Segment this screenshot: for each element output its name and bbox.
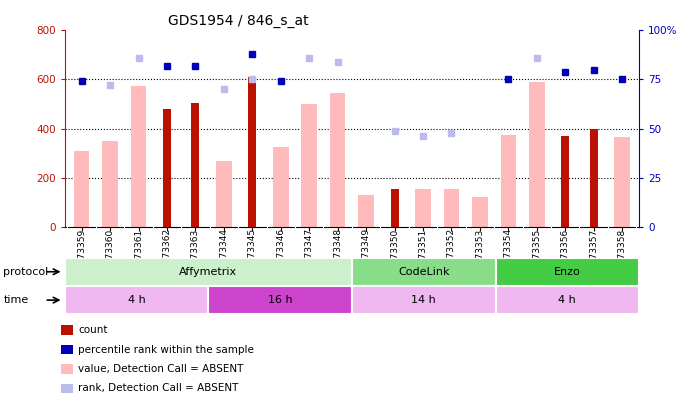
Bar [500, 135, 516, 227]
Bar [301, 104, 317, 227]
Bar [248, 77, 256, 227]
Text: GSM73360: GSM73360 [105, 228, 115, 277]
Text: Enzo: Enzo [554, 267, 581, 277]
Text: value, Detection Call = ABSENT: value, Detection Call = ABSENT [78, 364, 243, 374]
Text: GSM73356: GSM73356 [561, 228, 570, 277]
Bar [614, 137, 630, 227]
Bar [352, 286, 496, 314]
Text: GSM73351: GSM73351 [418, 228, 428, 277]
Bar [273, 147, 288, 227]
Text: GSM73358: GSM73358 [617, 228, 627, 277]
Text: protocol: protocol [3, 267, 49, 277]
Bar [192, 103, 199, 227]
Bar [163, 109, 171, 227]
Bar [529, 82, 545, 227]
Text: GDS1954 / 846_s_at: GDS1954 / 846_s_at [168, 14, 308, 28]
Bar [74, 151, 90, 227]
Text: GSM73361: GSM73361 [134, 228, 143, 277]
Bar [102, 141, 118, 227]
Text: GSM73348: GSM73348 [333, 228, 342, 277]
Bar [472, 197, 488, 227]
Bar [216, 160, 232, 227]
Text: GSM73349: GSM73349 [362, 228, 371, 277]
Text: time: time [3, 295, 29, 305]
Text: GSM73352: GSM73352 [447, 228, 456, 277]
Text: 16 h: 16 h [268, 295, 292, 305]
Bar [330, 93, 345, 227]
Text: GSM73362: GSM73362 [163, 228, 171, 277]
Bar [443, 189, 459, 227]
Text: GSM73345: GSM73345 [248, 228, 257, 277]
Text: GSM73350: GSM73350 [390, 228, 399, 277]
Text: rank, Detection Call = ABSENT: rank, Detection Call = ABSENT [78, 384, 239, 393]
Bar [65, 258, 352, 286]
Bar [590, 129, 598, 227]
Text: GSM73354: GSM73354 [504, 228, 513, 277]
Text: percentile rank within the sample: percentile rank within the sample [78, 345, 254, 354]
Text: Affymetrix: Affymetrix [180, 267, 237, 277]
Text: 4 h: 4 h [128, 295, 146, 305]
Text: GSM73346: GSM73346 [276, 228, 286, 277]
Text: count: count [78, 325, 107, 335]
Text: GSM73357: GSM73357 [589, 228, 598, 277]
Text: GSM73353: GSM73353 [475, 228, 484, 277]
Bar [390, 189, 398, 227]
Bar [561, 136, 569, 227]
Text: GSM73355: GSM73355 [532, 228, 541, 277]
Text: GSM73347: GSM73347 [305, 228, 313, 277]
Bar [496, 286, 639, 314]
Bar [496, 258, 639, 286]
Text: GSM73363: GSM73363 [191, 228, 200, 277]
Text: 4 h: 4 h [558, 295, 576, 305]
Bar [131, 85, 146, 227]
Text: GSM73344: GSM73344 [220, 228, 228, 277]
Bar [352, 258, 496, 286]
Bar [358, 195, 374, 227]
Bar [415, 189, 431, 227]
Text: 14 h: 14 h [411, 295, 436, 305]
Bar [65, 286, 208, 314]
Text: CodeLink: CodeLink [398, 267, 449, 277]
Text: GSM73359: GSM73359 [77, 228, 86, 277]
Bar [208, 286, 352, 314]
